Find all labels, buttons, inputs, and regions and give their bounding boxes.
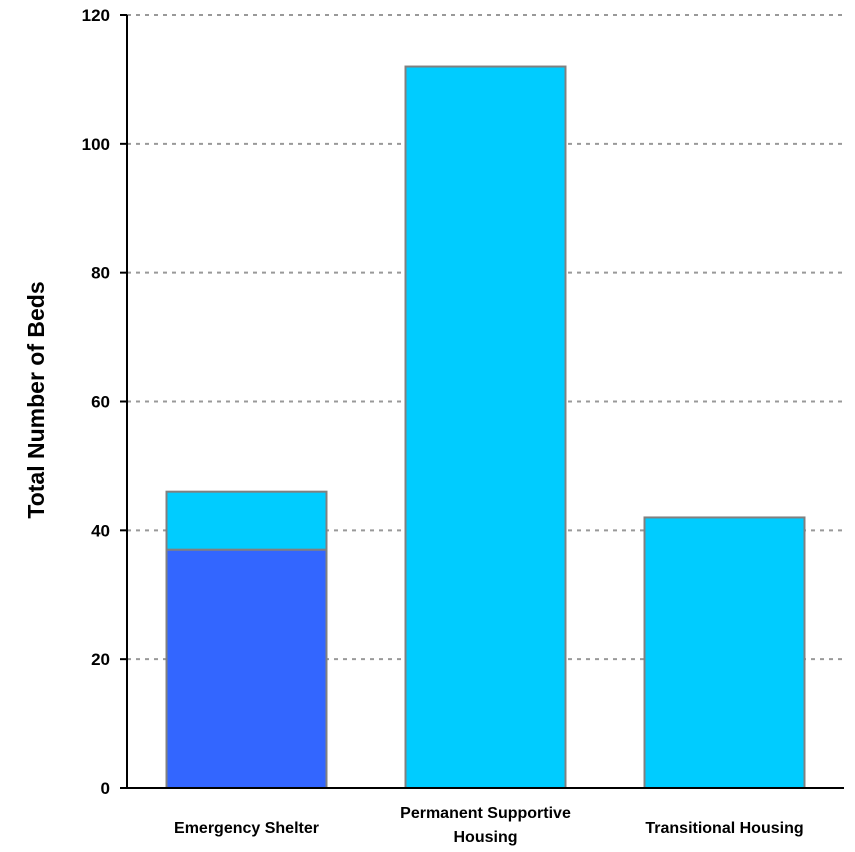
y-tick-label: 0 (101, 779, 110, 798)
bar-segment (643, 516, 806, 789)
y-axis-title: Total Number of Beds (23, 281, 49, 518)
y-tick-label: 60 (91, 393, 110, 412)
y-tick-label: 20 (91, 650, 110, 669)
bar-segment (404, 65, 567, 790)
bar-segment (165, 490, 328, 551)
x-category-label: Transitional Housing (645, 820, 803, 837)
y-tick-label: 100 (82, 135, 110, 154)
bar-segment (165, 548, 328, 789)
y-tick-label: 40 (91, 521, 110, 540)
bars (165, 65, 806, 790)
x-category-labels: Emergency Shelter Permanent Supportive Hou… (174, 805, 804, 846)
y-tick-label: 120 (82, 6, 110, 25)
x-category-label: Emergency Shelter (174, 820, 319, 837)
axes (126, 15, 844, 789)
y-tick-labels: 0 20 40 60 80 100 120 (82, 6, 110, 798)
y-tick-label: 80 (91, 264, 110, 283)
x-category-label: Permanent Supportive Housing (400, 805, 571, 846)
